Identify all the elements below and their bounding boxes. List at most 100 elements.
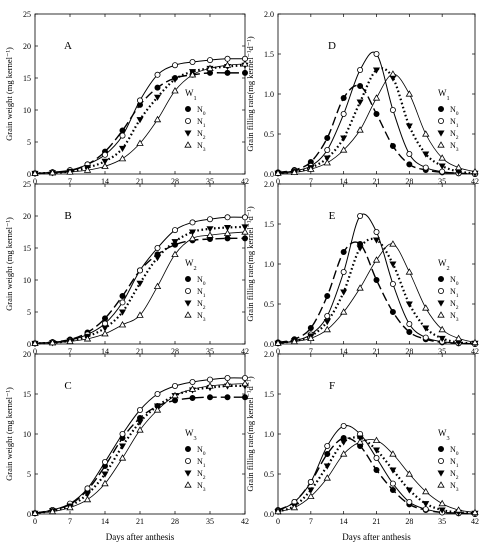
legend-label: N3 (450, 481, 459, 493)
legend-marker (184, 311, 192, 318)
x-tick-label: 0 (276, 177, 280, 186)
data-point (83, 166, 92, 173)
data-point (323, 319, 331, 326)
data-point (389, 70, 397, 77)
legend-label: N1 (197, 287, 206, 299)
x-tick-label: 42 (241, 177, 249, 186)
x-tick-label: 21 (136, 177, 144, 186)
legend-label: N0 (450, 445, 459, 457)
data-point (454, 334, 463, 342)
data-point (422, 164, 429, 171)
legend-label: N2 (197, 299, 206, 311)
data-point (422, 334, 429, 341)
x-tick-label: 0 (276, 517, 280, 526)
data-point (438, 163, 446, 170)
data-point (438, 154, 446, 161)
data-point (189, 59, 196, 66)
legend-marker (184, 481, 192, 488)
legend-label: N2 (450, 299, 459, 311)
x-tick-label: 28 (171, 347, 179, 356)
x-tick-label: 35 (438, 517, 446, 526)
y-tick-label: 0.0 (264, 510, 274, 519)
panel-frame (34, 353, 246, 515)
data-point (290, 337, 299, 345)
y-axis-label: Grain filling rate(mg kernel⁻¹d⁻¹) (245, 206, 255, 321)
legend-marker (184, 457, 191, 464)
data-point (323, 463, 331, 470)
legend-marker (437, 118, 444, 125)
data-point (136, 267, 143, 274)
y-tick-label: 25 (23, 10, 31, 19)
data-point (136, 419, 144, 426)
data-point (31, 339, 39, 346)
data-point (339, 450, 348, 457)
data-point (224, 69, 231, 76)
data-point (223, 380, 232, 388)
legend-marker (184, 470, 192, 477)
data-point (136, 311, 144, 318)
legend-marker (184, 106, 191, 113)
y-axis-label: Grain filling rate(mg kernel⁻¹d⁻¹) (245, 376, 255, 491)
data-point (372, 94, 381, 101)
panel-c: 0 7 14 21 28 35 42 0 5 10 15 20 Grain weight (mg ker… (4, 350, 249, 542)
x-axis-label: Days after anthesis (106, 532, 175, 542)
data-point (356, 99, 364, 106)
legend-label: N2 (450, 469, 459, 481)
y-tick-label: 10 (23, 106, 31, 115)
data-point (454, 506, 463, 513)
data-point (373, 111, 380, 118)
series-line-1 (34, 58, 246, 174)
data-point (406, 498, 413, 505)
data-point (153, 94, 162, 101)
data-point (274, 169, 282, 176)
data-point (372, 67, 381, 74)
data-point (83, 335, 92, 342)
series-line-2 (34, 384, 246, 515)
y-tick-label: 0 (27, 510, 31, 519)
water-treatment-label: W3 (185, 428, 197, 442)
data-point (66, 168, 74, 175)
data-point (31, 509, 39, 516)
data-point (471, 338, 479, 346)
water-treatment-label: W2 (185, 258, 197, 272)
y-tick-label: 1.5 (264, 390, 274, 399)
data-point (323, 158, 331, 166)
y-tick-label: 15 (23, 244, 31, 253)
data-point (356, 284, 364, 291)
data-point (102, 458, 109, 465)
data-point (406, 320, 413, 327)
panel-letter-c: C (64, 380, 71, 392)
data-point (101, 158, 109, 165)
data-point (373, 454, 380, 461)
data-point (406, 161, 413, 168)
x-tick-label: 42 (471, 347, 479, 356)
data-point (339, 308, 348, 315)
data-point (372, 447, 381, 454)
y-tick-label: 2.0 (264, 180, 274, 189)
data-point (389, 280, 396, 287)
y-tick-label: 0 (27, 340, 31, 349)
data-point (307, 334, 315, 342)
panel-letter-a: A (64, 40, 72, 52)
data-point (154, 244, 161, 251)
data-point (206, 64, 214, 71)
data-point (154, 84, 161, 91)
data-point (84, 485, 91, 492)
data-point (136, 406, 143, 413)
data-point (340, 422, 347, 429)
data-point (405, 470, 414, 477)
series-line-0 (34, 237, 246, 345)
legend-marker (437, 311, 445, 318)
data-point (188, 234, 197, 242)
data-point (188, 229, 197, 236)
legend-label: N1 (450, 287, 459, 299)
data-point (206, 394, 213, 401)
data-point (389, 308, 396, 315)
data-point (83, 495, 92, 503)
data-point (153, 282, 162, 290)
series-line-1 (34, 216, 246, 344)
data-point (307, 487, 315, 494)
x-tick-label: 35 (206, 517, 214, 526)
data-point (356, 126, 364, 133)
legend-label: N2 (197, 469, 206, 481)
